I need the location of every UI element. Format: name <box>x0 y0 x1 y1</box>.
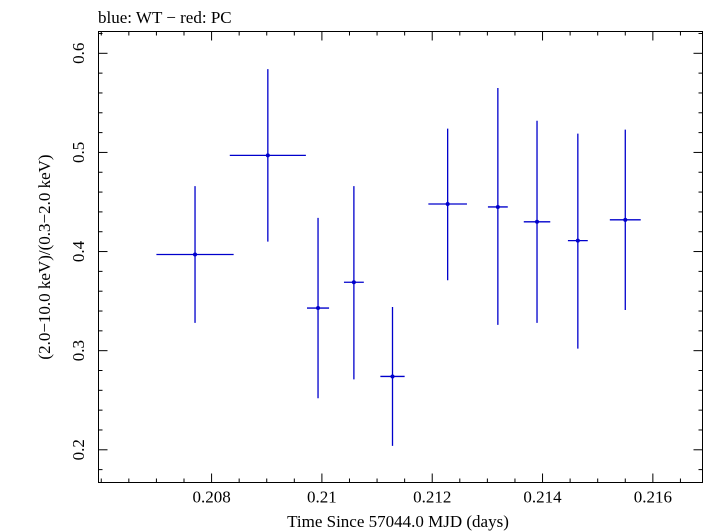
y-tick-label: 0.6 <box>69 43 88 64</box>
y-tick-label: 0.3 <box>69 340 88 361</box>
point-marker <box>390 374 395 379</box>
x-tick-label: 0.214 <box>523 488 562 507</box>
data-point <box>380 307 405 446</box>
y-tick-label: 0.2 <box>69 439 88 460</box>
point-marker <box>193 252 198 257</box>
point-marker <box>316 306 321 311</box>
x-tick-label: 0.216 <box>634 488 672 507</box>
point-marker <box>445 201 450 206</box>
data-point <box>343 186 364 380</box>
y-tick-label: 0.4 <box>69 240 88 262</box>
x-axis-label: Time Since 57044.0 MJD (days) <box>287 512 509 531</box>
point-marker <box>351 280 356 285</box>
data-point <box>523 120 551 323</box>
point-marker <box>623 217 628 222</box>
data-point <box>229 69 306 242</box>
plot-frame <box>98 31 703 483</box>
point-marker <box>575 238 580 243</box>
x-tick-labels: 0.208 0.21 0.212 0.214 0.216 <box>192 488 672 507</box>
data-point <box>156 186 234 323</box>
x-tick-label: 0.21 <box>307 488 337 507</box>
data-point <box>567 133 588 349</box>
y-tick-label: 0.5 <box>69 142 88 163</box>
series-layer <box>156 69 641 446</box>
point-marker <box>265 153 270 158</box>
x-axis <box>100 31 681 483</box>
data-point <box>307 217 330 399</box>
point-marker <box>535 219 540 224</box>
point-marker <box>495 204 500 209</box>
data-point <box>428 128 467 281</box>
data-point <box>609 129 641 311</box>
x-tick-label: 0.212 <box>413 488 451 507</box>
x-tick-label: 0.208 <box>192 488 230 507</box>
y-tick-labels: 0.2 0.3 0.4 0.5 0.6 <box>69 43 88 461</box>
chart-title: blue: WT − red: PC <box>98 8 232 27</box>
y-axis-label: (2.0−10.0 keV)/(0.3−2.0 keV) <box>35 154 54 359</box>
y-axis <box>98 32 703 471</box>
data-point <box>487 87 508 325</box>
